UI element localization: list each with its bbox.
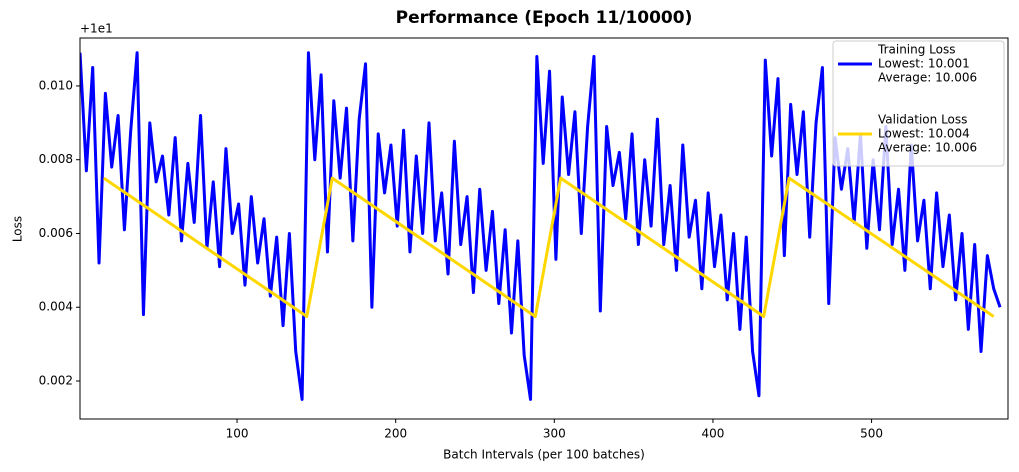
x-tick-label: 300 — [543, 427, 566, 441]
legend-stat: Lowest: 10.004 — [878, 127, 970, 141]
legend-stat: Lowest: 10.001 — [878, 57, 970, 71]
x-tick-label: 100 — [226, 427, 249, 441]
chart-title: Performance (Epoch 11/10000) — [396, 8, 693, 28]
y-tick-label: 0.004 — [39, 300, 73, 314]
x-tick-label: 500 — [860, 427, 883, 441]
x-tick-label: 200 — [384, 427, 407, 441]
y-tick-label: 0.006 — [39, 226, 73, 240]
x-tick-label: 400 — [701, 427, 724, 441]
y-tick-label: 0.002 — [39, 374, 73, 388]
legend-label: Validation Loss — [878, 113, 967, 127]
legend-stat: Average: 10.006 — [878, 141, 977, 155]
legend-label: Training Loss — [877, 43, 955, 57]
legend-stat: Average: 10.006 — [878, 71, 977, 85]
y-tick-label: 0.010 — [39, 78, 73, 92]
y-axis-label: Loss — [11, 216, 25, 242]
legend-box — [832, 40, 1005, 167]
y-offset-label: +1e1 — [80, 22, 113, 36]
line-series — [102, 176, 995, 318]
y-tick-label: 0.008 — [39, 152, 73, 166]
plot-frame — [79, 37, 1009, 420]
x-axis-label: Batch Intervals (per 100 batches) — [443, 448, 645, 462]
